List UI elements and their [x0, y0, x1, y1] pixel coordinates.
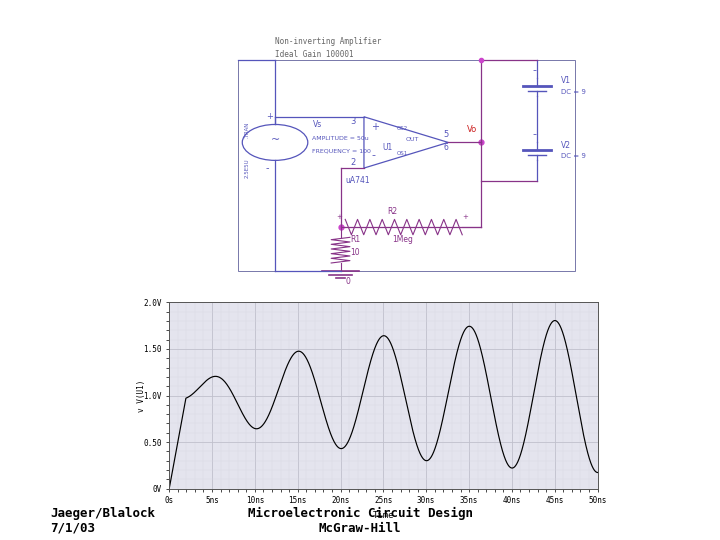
Text: 2.5E5U: 2.5E5U: [245, 158, 250, 178]
Text: 2: 2: [350, 158, 355, 167]
Text: .TRAN: .TRAN: [245, 122, 250, 138]
Text: AMPLITUDE = 50u: AMPLITUDE = 50u: [312, 136, 369, 141]
Text: +: +: [462, 214, 468, 220]
Bar: [238, 60, 575, 271]
Text: V2: V2: [561, 140, 570, 150]
Text: V1: V1: [561, 77, 570, 85]
X-axis label: Time: Time: [373, 511, 394, 520]
Text: +: +: [336, 214, 342, 220]
Text: R1: R1: [350, 235, 360, 245]
Text: Microelectronic Circuit Design
McGraw-Hill: Microelectronic Circuit Design McGraw-Hi…: [248, 507, 472, 535]
Text: -: -: [533, 65, 537, 75]
Text: v V(U1): v V(U1): [137, 380, 146, 411]
Text: 5: 5: [444, 130, 449, 139]
Text: 6: 6: [444, 143, 449, 152]
Text: 0: 0: [346, 276, 350, 286]
Text: R2: R2: [387, 207, 397, 216]
Text: uA741: uA741: [346, 177, 370, 185]
Text: +: +: [266, 112, 273, 122]
Text: Vo: Vo: [467, 125, 477, 134]
Text: OS2: OS2: [397, 126, 408, 131]
Text: Vs: Vs: [312, 120, 322, 129]
Text: ~: ~: [271, 135, 279, 145]
Text: -: -: [266, 163, 269, 173]
Text: 10: 10: [350, 248, 359, 257]
Text: +: +: [371, 122, 379, 132]
Text: U1: U1: [383, 143, 393, 152]
Text: Ideal Gain 100001: Ideal Gain 100001: [275, 50, 354, 59]
Text: 1Meg: 1Meg: [392, 235, 413, 245]
Text: DC = 9: DC = 9: [561, 153, 585, 159]
Text: Jaeger/Blalock
7/1/03: Jaeger/Blalock 7/1/03: [50, 507, 156, 535]
Text: Non-inverting Amplifier: Non-inverting Amplifier: [275, 37, 382, 46]
Text: FREQUENCY = 100: FREQUENCY = 100: [312, 148, 372, 154]
Text: -: -: [533, 129, 537, 139]
Text: OS1: OS1: [397, 151, 408, 157]
Text: OUT: OUT: [406, 137, 420, 143]
Text: -: -: [371, 150, 375, 160]
Text: DC = 9: DC = 9: [561, 89, 585, 94]
Text: 3: 3: [350, 117, 355, 126]
